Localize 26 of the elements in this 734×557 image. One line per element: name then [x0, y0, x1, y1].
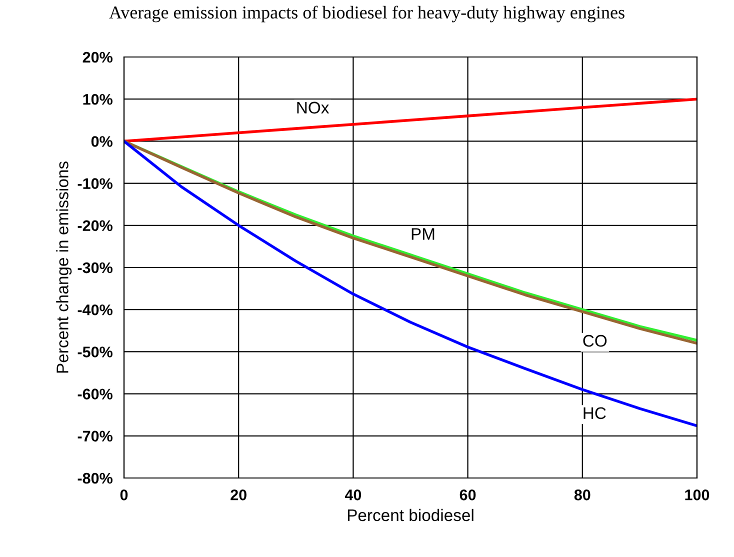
chart-title: Average emission impacts of biodiesel for heavy-duty highway engines	[109, 6, 624, 22]
series-label: PM	[412, 228, 434, 240]
series-label: NOx	[297, 102, 330, 114]
y-tick-label: 10%	[83, 94, 112, 105]
y-tick-label: -60%	[78, 388, 112, 400]
x-tick-label: 80	[574, 490, 590, 500]
y-tick-label: -10%	[78, 178, 112, 189]
y-tick-label: -30%	[78, 262, 112, 274]
y-axis-title: Percent change in emissions	[56, 162, 72, 373]
line-series	[124, 98, 697, 143]
line-series	[124, 140, 697, 428]
y-tick-label: -70%	[78, 430, 112, 442]
x-tick-label: 40	[344, 490, 362, 500]
series-label: CO	[583, 334, 607, 347]
y-tick-label: -40%	[78, 304, 112, 316]
x-tick-label: 20	[230, 490, 246, 500]
x-tick-label: 60	[460, 490, 476, 500]
x-axis-title: Percent biodiesel	[348, 508, 474, 522]
y-tick-label: 20%	[82, 52, 112, 63]
y-tick-label: 0%	[91, 136, 112, 147]
y-tick-label: -50%	[78, 346, 112, 358]
y-tick-label: -80%	[78, 472, 112, 484]
x-tick-label: 100	[685, 490, 710, 500]
series-label: HC	[584, 407, 606, 420]
x-tick-label: 0	[120, 490, 128, 500]
y-tick-label: -20%	[78, 220, 112, 232]
